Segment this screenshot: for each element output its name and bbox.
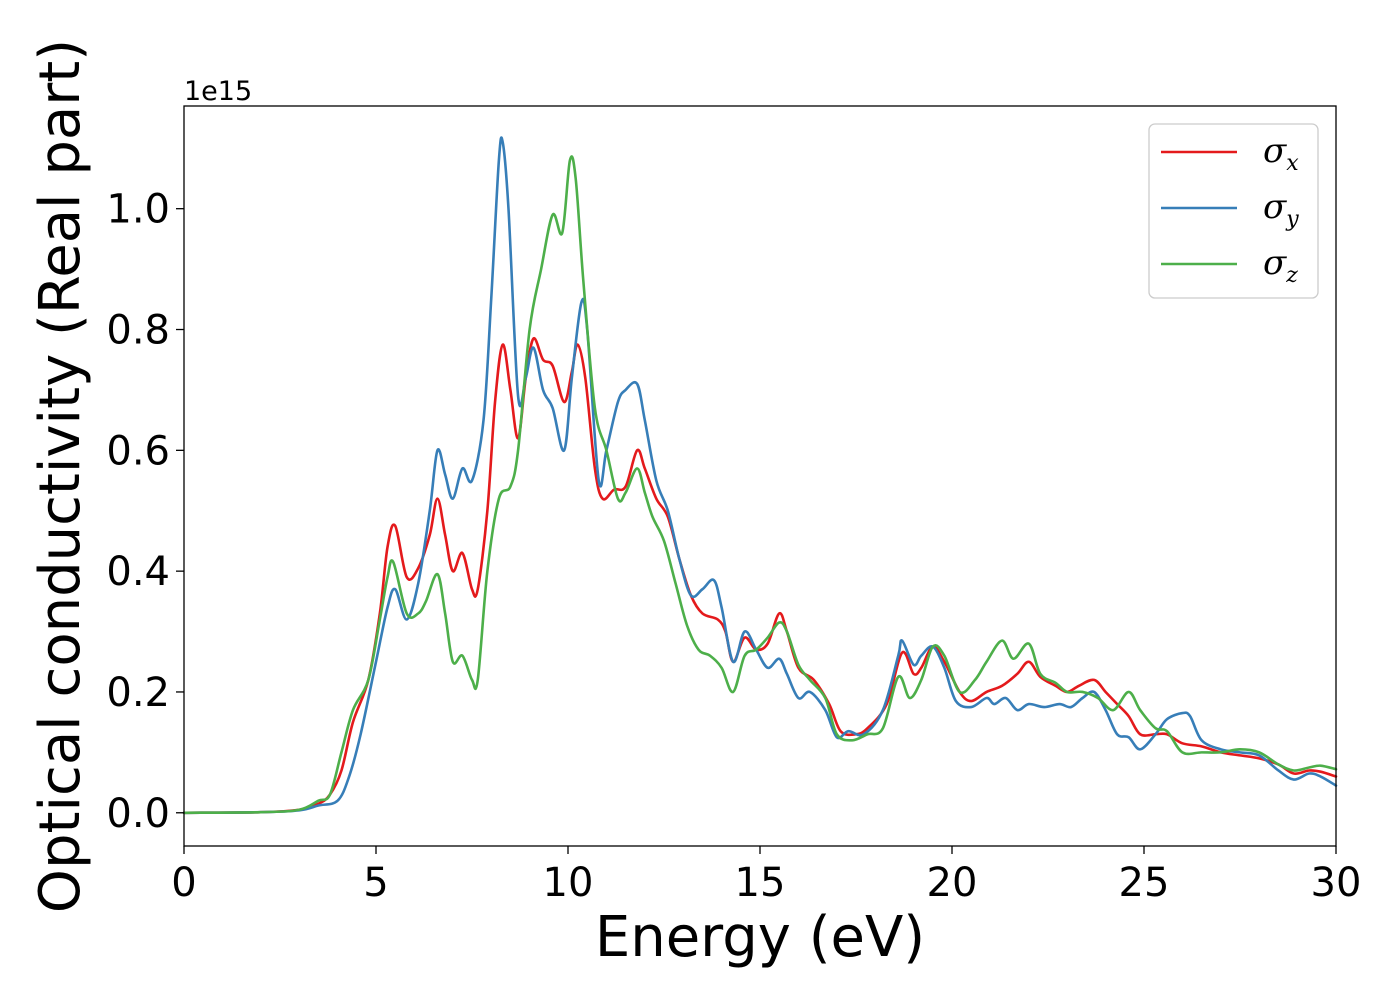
y-tick-label: 0.8 — [106, 308, 170, 354]
y-tick-label: 0.6 — [106, 428, 170, 474]
series-lines — [182, 136, 1338, 815]
legend-label-y: σy — [1263, 187, 1299, 232]
legend: σx σy σz — [1148, 123, 1319, 299]
series-line-z — [182, 155, 1338, 815]
x-tick-label: 5 — [363, 860, 388, 906]
legend-box — [1148, 123, 1319, 299]
x-tick-label: 15 — [735, 860, 786, 906]
x-axis-ticks: 0 5 10 15 20 25 30 — [171, 846, 1361, 906]
x-tick-label: 20 — [927, 860, 978, 906]
y-tick-label: 1.0 — [106, 187, 170, 233]
y-tick-label: 0.4 — [106, 549, 170, 595]
series-line-y — [182, 136, 1338, 815]
series-line-x — [182, 337, 1338, 815]
x-tick-label: 30 — [1311, 860, 1362, 906]
x-tick-label: 10 — [543, 860, 594, 906]
y-axis-offset-label: 1e15 — [184, 76, 252, 107]
y-axis-ticks: 0.0 0.2 0.4 0.6 0.8 1.0 — [106, 187, 184, 837]
x-tick-label: 25 — [1119, 860, 1170, 906]
x-axis-title: Energy (eV) — [595, 905, 925, 970]
legend-label-x: σx — [1263, 131, 1299, 176]
legend-label-z: σz — [1263, 243, 1298, 288]
y-axis-title: Optical conductivity (Real part) — [28, 39, 93, 913]
y-tick-label: 0.2 — [106, 670, 170, 716]
y-tick-label: 0.0 — [106, 791, 170, 837]
x-tick-label: 0 — [171, 860, 196, 906]
